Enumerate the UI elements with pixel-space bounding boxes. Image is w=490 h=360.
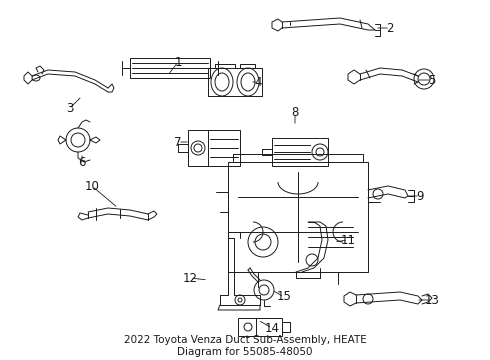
Text: 11: 11	[341, 234, 356, 247]
Text: 9: 9	[416, 189, 424, 202]
Text: 3: 3	[66, 102, 74, 114]
Text: 7: 7	[174, 135, 182, 148]
Bar	[188, 130, 240, 166]
Bar	[238, 318, 282, 336]
Text: 15: 15	[276, 291, 292, 303]
Bar	[228, 162, 368, 272]
Bar	[130, 58, 210, 78]
Text: Diagram for 55085-48050: Diagram for 55085-48050	[177, 347, 313, 357]
Text: 1: 1	[174, 55, 182, 68]
Bar	[272, 138, 328, 166]
Text: 13: 13	[424, 293, 440, 306]
Text: 4: 4	[254, 76, 262, 89]
Text: 12: 12	[182, 271, 197, 284]
Text: 8: 8	[292, 107, 299, 120]
Text: 14: 14	[265, 321, 279, 334]
Text: 5: 5	[428, 73, 436, 86]
Text: 10: 10	[85, 180, 99, 193]
Text: 2022 Toyota Venza Duct Sub-Assembly, HEATE: 2022 Toyota Venza Duct Sub-Assembly, HEA…	[123, 335, 367, 345]
Text: 6: 6	[78, 157, 86, 170]
Text: 2: 2	[386, 22, 394, 35]
